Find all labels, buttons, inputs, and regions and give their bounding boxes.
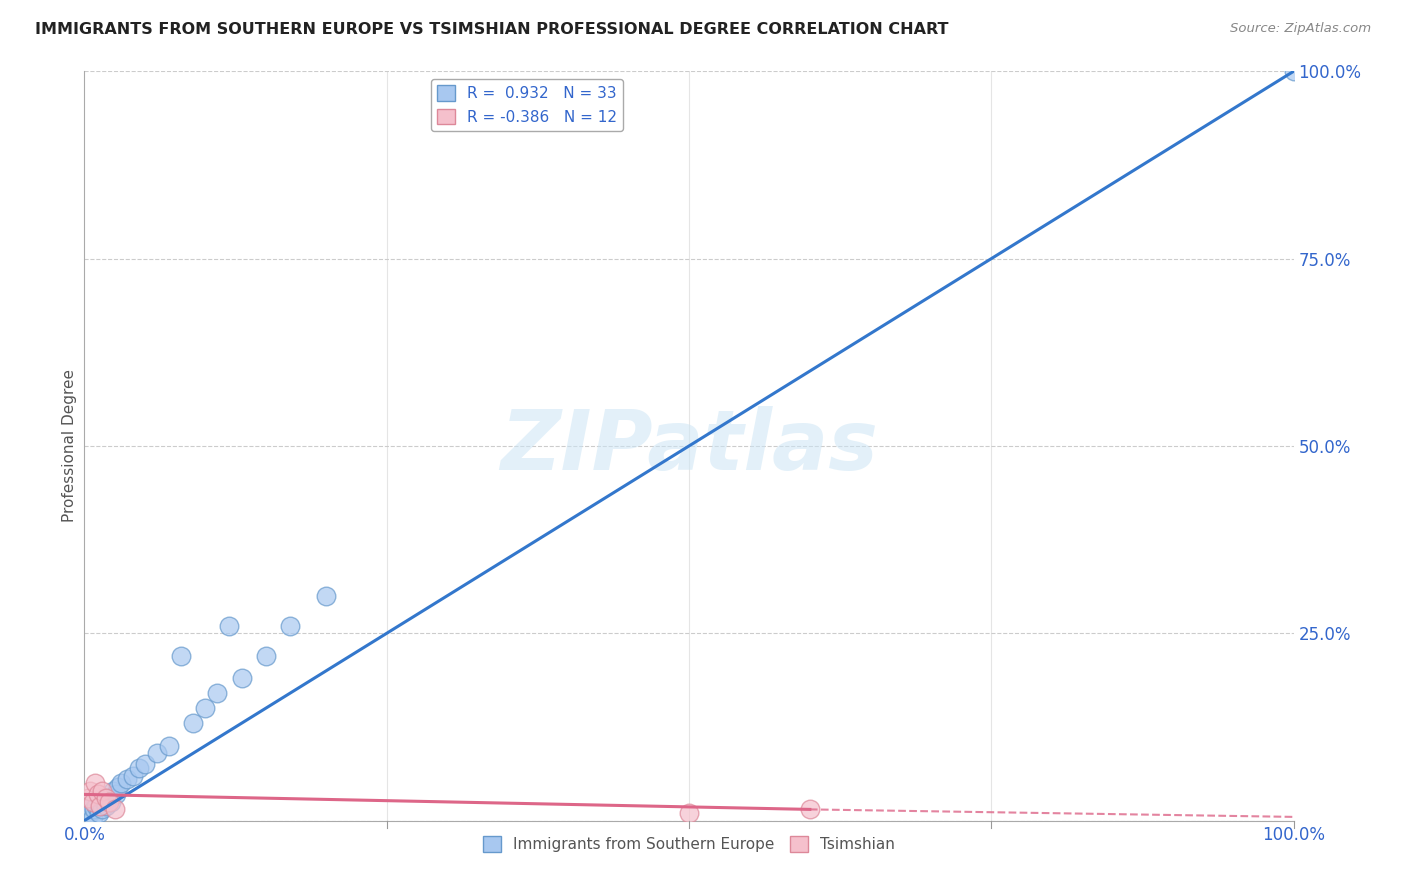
Point <box>79 783 101 797</box>
Point <box>170 648 193 663</box>
Point <box>91 802 114 816</box>
Point <box>207 686 229 700</box>
Point <box>89 798 111 813</box>
Point <box>231 671 253 685</box>
Text: Source: ZipAtlas.com: Source: ZipAtlas.com <box>1230 22 1371 36</box>
Point <box>79 806 101 821</box>
Point <box>115 772 138 787</box>
Point <box>315 589 337 603</box>
Point <box>103 783 125 797</box>
Point <box>87 806 110 821</box>
Legend: Immigrants from Southern Europe, Tsimshian: Immigrants from Southern Europe, Tsimshi… <box>477 830 901 858</box>
Point <box>110 776 132 790</box>
Point <box>91 783 114 797</box>
Text: ZIPatlas: ZIPatlas <box>501 406 877 486</box>
Point <box>97 795 120 809</box>
Point <box>94 798 117 813</box>
Point <box>104 788 127 802</box>
Point <box>77 798 100 813</box>
Point <box>93 795 115 809</box>
Point <box>134 757 156 772</box>
Point <box>82 810 104 824</box>
Point <box>799 802 821 816</box>
Point <box>1282 64 1305 78</box>
Point <box>128 761 150 775</box>
Point <box>121 769 143 783</box>
Text: IMMIGRANTS FROM SOUTHERN EUROPE VS TSIMSHIAN PROFESSIONAL DEGREE CORRELATION CHA: IMMIGRANTS FROM SOUTHERN EUROPE VS TSIMS… <box>35 22 949 37</box>
Point <box>77 791 100 805</box>
Point <box>97 791 120 805</box>
Point <box>84 776 107 790</box>
Point <box>254 648 277 663</box>
Point <box>194 701 217 715</box>
Point <box>678 806 700 821</box>
Point <box>278 619 301 633</box>
Point <box>157 739 180 753</box>
Point <box>90 791 112 805</box>
Point <box>218 619 240 633</box>
Point <box>146 746 169 760</box>
Point <box>181 716 204 731</box>
Point <box>76 802 98 816</box>
Point <box>94 791 117 805</box>
Y-axis label: Professional Degree: Professional Degree <box>62 369 77 523</box>
Point <box>86 798 108 813</box>
Point <box>83 802 105 816</box>
Point <box>100 795 122 809</box>
Point <box>104 802 127 816</box>
Point <box>86 788 108 802</box>
Point <box>107 780 129 794</box>
Point <box>82 795 104 809</box>
